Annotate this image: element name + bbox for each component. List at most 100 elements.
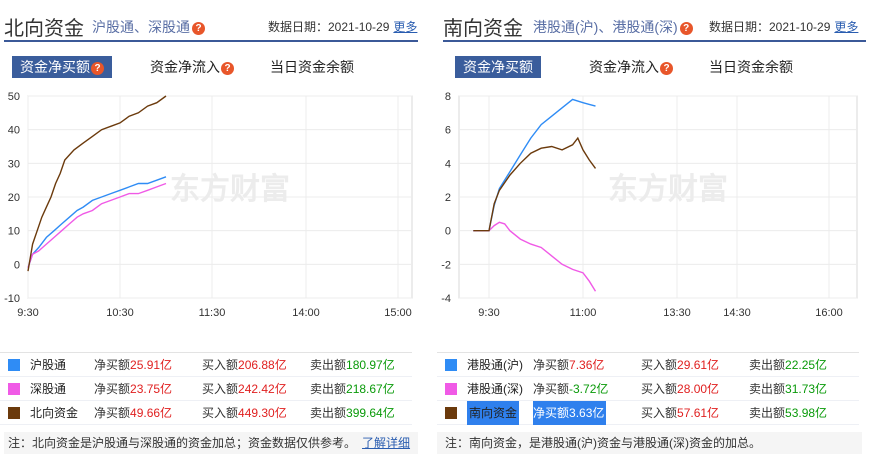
south-date: 数据日期：2021-10-29 更多 bbox=[709, 18, 858, 35]
south-title: 南向资金 bbox=[443, 18, 523, 40]
north-legend: 沪股通 净买额25.91亿 买入额206.88亿 卖出额180.97亿 深股通 … bbox=[0, 352, 412, 425]
row-name: 沪股通 bbox=[30, 358, 67, 372]
north-more-link[interactable]: 更多 bbox=[393, 20, 418, 34]
south-chart: -4 -2 0 2 4 6 8 9:30 11:00 13:30 14:30 16:00 东方财富 bbox=[441, 91, 858, 319]
value: 29.61亿 bbox=[677, 358, 720, 372]
net-cell: 净买额-3.72亿 bbox=[533, 377, 608, 401]
value: 399.64亿 bbox=[346, 406, 395, 420]
label: 买入额 bbox=[202, 358, 239, 372]
y-tick-label: 30 bbox=[8, 158, 20, 170]
swatch bbox=[8, 383, 20, 395]
value: 206.88亿 bbox=[238, 358, 287, 372]
north-note: 注：北向资金是沪股通与深股通的资金加总；资金数据仅供参考。 了解详细 bbox=[4, 432, 418, 454]
x-tick-label: 9:30 bbox=[17, 307, 38, 319]
tab-net-inflow[interactable]: 资金净流入? bbox=[581, 56, 681, 78]
label: 净买额 bbox=[533, 382, 570, 396]
help-icon[interactable]: ? bbox=[660, 62, 673, 75]
swatch bbox=[8, 359, 20, 371]
value: 25.91亿 bbox=[130, 358, 173, 372]
y-tick-label: 2 bbox=[445, 192, 451, 204]
row-name: 深股通 bbox=[30, 382, 67, 396]
label: 净买额 bbox=[94, 406, 131, 420]
watermark-text: 东方财富 bbox=[608, 172, 728, 207]
tab-net-buy[interactable]: 资金净买额? bbox=[12, 56, 112, 78]
net-cell: 净买额3.63亿 bbox=[533, 401, 607, 425]
label: 买入额 bbox=[641, 382, 678, 396]
tab-label: 当日资金余额 bbox=[709, 59, 793, 75]
series-line bbox=[27, 95, 167, 272]
y-tick-label: 40 bbox=[8, 125, 20, 137]
series-line bbox=[473, 136, 597, 232]
value: 180.97亿 bbox=[346, 358, 395, 372]
row-name: 北向资金 bbox=[30, 406, 79, 420]
learn-more-link[interactable]: 了解详细 bbox=[362, 436, 411, 450]
south-date-text: 数据日期：2021-10-29 bbox=[709, 20, 831, 34]
help-icon[interactable]: ? bbox=[192, 22, 205, 35]
tab-balance[interactable]: 当日资金余额 bbox=[701, 56, 801, 78]
legend-row-north[interactable]: 北向资金 净买额49.66亿 买入额449.30亿 卖出额399.64亿 bbox=[0, 401, 412, 425]
tab-balance[interactable]: 当日资金余额 bbox=[262, 56, 362, 78]
tab-label: 资金净流入 bbox=[589, 59, 659, 75]
buy-cell: 买入额242.42亿 bbox=[202, 377, 287, 401]
series-line bbox=[27, 182, 167, 268]
south-tabs: 资金净买额 资金净流入? 当日资金余额 bbox=[455, 56, 874, 78]
label: 买入额 bbox=[202, 406, 239, 420]
sell-cell: 卖出额218.67亿 bbox=[310, 377, 395, 401]
label: 卖出额 bbox=[749, 406, 786, 420]
row-name: 港股通(深) bbox=[467, 382, 523, 396]
legend-row-hk-sh[interactable]: 港股通(沪) 净买额7.36亿 买入额29.61亿 卖出额22.25亿 bbox=[437, 353, 859, 377]
swatch bbox=[445, 383, 457, 395]
north-tabs: 资金净买额? 资金净流入? 当日资金余额 bbox=[12, 56, 418, 78]
label: 净买额 bbox=[94, 358, 131, 372]
y-tick-label: 50 bbox=[8, 91, 20, 103]
net-cell: 净买额7.36亿 bbox=[533, 353, 604, 377]
south-subtitle: 港股通(沪)、港股通(深)? bbox=[533, 17, 693, 37]
net-cell: 净买额23.75亿 bbox=[94, 377, 172, 401]
label: 买入额 bbox=[641, 358, 678, 372]
sell-cell: 卖出额53.98亿 bbox=[749, 401, 827, 425]
label: 净买额 bbox=[94, 382, 131, 396]
value: 28.00亿 bbox=[677, 382, 720, 396]
value: 49.66亿 bbox=[130, 406, 173, 420]
value: -3.72亿 bbox=[569, 382, 609, 396]
label: 卖出额 bbox=[310, 358, 347, 372]
row-name: 南向资金 bbox=[467, 401, 520, 425]
north-date-text: 数据日期：2021-10-29 bbox=[268, 20, 390, 34]
legend-row-hk-sz[interactable]: 港股通(深) 净买额-3.72亿 买入额28.00亿 卖出额31.73亿 bbox=[437, 377, 859, 401]
y-tick-label: 10 bbox=[8, 226, 20, 238]
x-tick-label: 16:00 bbox=[815, 307, 843, 319]
south-header: 南向资金 港股通(沪)、港股通(深)? 数据日期：2021-10-29 更多 bbox=[443, 6, 866, 42]
legend-row-hgt[interactable]: 沪股通 净买额25.91亿 买入额206.88亿 卖出额180.97亿 bbox=[0, 353, 412, 377]
help-icon[interactable]: ? bbox=[91, 62, 104, 75]
sell-cell: 卖出额31.73亿 bbox=[749, 377, 827, 401]
value: 53.98亿 bbox=[785, 406, 828, 420]
y-tick-label: -4 bbox=[441, 293, 451, 305]
x-tick-label: 9:30 bbox=[478, 307, 499, 319]
label: 卖出额 bbox=[310, 406, 347, 420]
help-icon[interactable]: ? bbox=[221, 62, 234, 75]
x-tick-label: 13:30 bbox=[663, 307, 691, 319]
label: 净买额 bbox=[533, 406, 570, 420]
value: 218.67亿 bbox=[346, 382, 395, 396]
north-panel: 北向资金 沪股通、深股通? 数据日期：2021-10-29 更多 资金净买额? 资… bbox=[0, 0, 418, 461]
value: 449.30亿 bbox=[238, 406, 287, 420]
south-more-link[interactable]: 更多 bbox=[834, 20, 859, 34]
tab-net-buy[interactable]: 资金净买额 bbox=[455, 56, 541, 78]
value: 31.73亿 bbox=[785, 382, 828, 396]
buy-cell: 买入额57.61亿 bbox=[641, 401, 719, 425]
buy-cell: 买入额449.30亿 bbox=[202, 401, 287, 425]
help-icon[interactable]: ? bbox=[679, 22, 693, 35]
tab-net-inflow[interactable]: 资金净流入? bbox=[142, 56, 242, 78]
north-subtitle: 沪股通、深股通? bbox=[92, 17, 205, 37]
label: 净买额 bbox=[533, 358, 570, 372]
north-chart: -10 0 10 20 30 40 50 9:30 10:30 11:30 14:00 15:00 东方… bbox=[4, 91, 413, 319]
north-title: 北向资金 bbox=[4, 18, 84, 40]
south-legend: 港股通(沪) 净买额7.36亿 买入额29.61亿 卖出额22.25亿 港股通(… bbox=[437, 352, 859, 425]
sell-cell: 卖出额399.64亿 bbox=[310, 401, 395, 425]
y-tick-label: 4 bbox=[445, 158, 451, 170]
x-tick-label: 11:30 bbox=[199, 307, 226, 319]
x-tick-label: 14:30 bbox=[723, 307, 751, 319]
x-tick-label: 10:30 bbox=[106, 307, 134, 319]
legend-row-sgt[interactable]: 深股通 净买额23.75亿 买入额242.42亿 卖出额218.67亿 bbox=[0, 377, 412, 401]
legend-row-south[interactable]: 南向资金 净买额3.63亿 买入额57.61亿 卖出额53.98亿 bbox=[437, 401, 859, 425]
